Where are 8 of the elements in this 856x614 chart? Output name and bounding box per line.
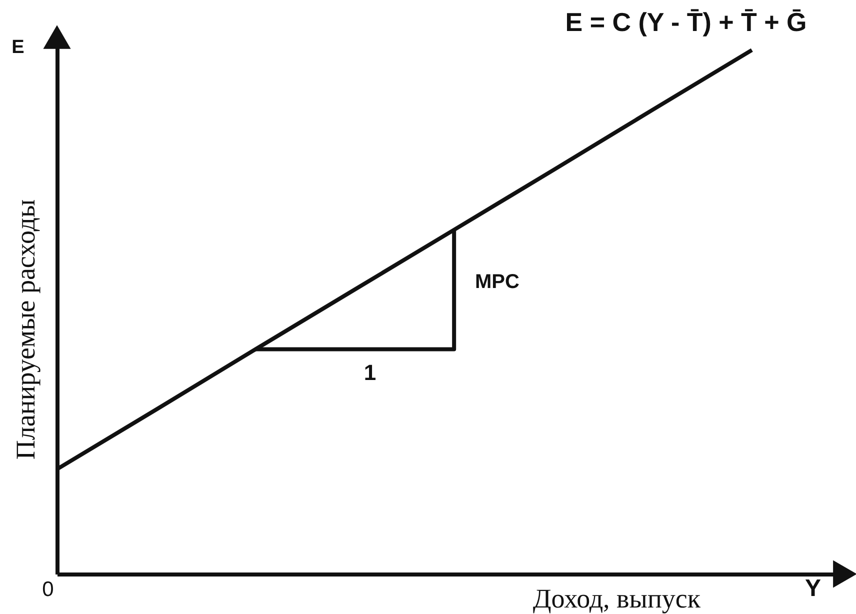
x-axis-title: Доход, выпуск <box>532 584 702 614</box>
y-axis-title: Планируемые расходы <box>10 199 40 460</box>
text: 0 <box>42 578 54 601</box>
text: E <box>12 37 24 58</box>
annotation: 1 <box>364 360 376 385</box>
text: E = C (Y - T̄) + T̄ + Ḡ <box>565 7 807 37</box>
text: Y <box>804 575 822 602</box>
annotation: MPC <box>475 271 520 293</box>
